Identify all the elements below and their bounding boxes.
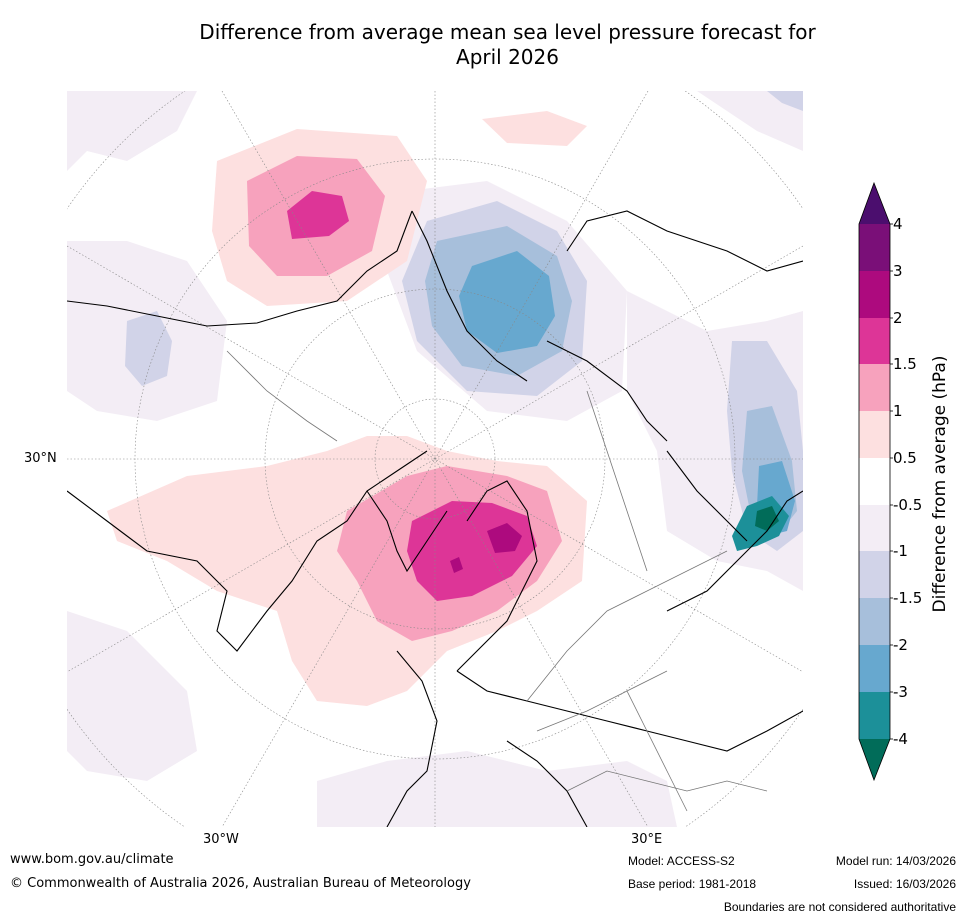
lon-30e-label: 30°E	[631, 832, 663, 847]
anomaly-positive-2	[450, 523, 522, 573]
colorbar-tick-label: -3	[893, 683, 908, 701]
model-name: Model: ACCESS-S2	[628, 854, 735, 868]
lat-30n-label: 30°N	[24, 451, 57, 466]
colorbar-band-m4-m3	[859, 692, 890, 739]
coastlines	[67, 210, 803, 827]
colorbar-tick-label: 3	[893, 262, 903, 280]
colorbar-band-neutral	[859, 458, 890, 505]
issued-date: Issued: 16/03/2026	[853, 877, 956, 891]
colorbar-tick-label: 0.5	[893, 449, 917, 467]
model-run-date: Model run: 14/03/2026	[835, 854, 956, 868]
colorbar-over-arrow	[859, 183, 890, 224]
colorbar-tick-label: -1	[893, 542, 908, 560]
country-borders	[226, 350, 768, 812]
anomaly-negative-4	[755, 506, 779, 531]
graticule	[67, 91, 803, 827]
colorbar-band-05-1	[859, 411, 890, 458]
colorbar-tick-marks	[890, 223, 893, 740]
colorbar-band-1-15	[859, 364, 890, 411]
colorbar	[858, 181, 893, 782]
colorbar-tick-label: 1.5	[893, 355, 917, 373]
title-line-2: April 2026	[456, 45, 559, 69]
colorbar-band-m2-m15	[859, 598, 890, 645]
colorbar-title: Difference from average (hPa)	[930, 355, 950, 613]
colorbar-tick-label: 4	[893, 215, 903, 233]
colorbar-tick-label: -0.5	[893, 496, 923, 514]
base-period: Base period: 1981-2018	[628, 877, 757, 891]
colorbar-tick-label: 2	[893, 309, 903, 327]
forecast-map	[67, 91, 803, 827]
boundaries-disclaimer: Boundaries are not considered authoritat…	[723, 900, 956, 914]
colorbar-band-m15-m1	[859, 551, 890, 598]
colorbar-band-2-3	[859, 271, 890, 318]
colorbar-band-3-4	[859, 224, 890, 271]
colorbar-band-m1-m05	[859, 505, 890, 551]
colorbar-tick-label: -4	[893, 730, 908, 748]
colorbar-tick-label: -1.5	[893, 589, 923, 607]
colorbar-band-m3-m2	[859, 645, 890, 692]
colorbar-tick-label: 1	[893, 402, 903, 420]
chart-title: Difference from average mean sea level p…	[120, 20, 895, 70]
colorbar-band-15-2	[859, 318, 890, 364]
copyright-notice: © Commonwealth of Australia 2026, Austra…	[10, 876, 471, 891]
colorbar-tick-label: -2	[893, 636, 908, 654]
colorbar-under-arrow	[859, 739, 890, 780]
lon-30w-label: 30°W	[203, 832, 239, 847]
bom-climate-link[interactable]: www.bom.gov.au/climate	[10, 852, 174, 867]
title-line-1: Difference from average mean sea level p…	[199, 20, 816, 44]
